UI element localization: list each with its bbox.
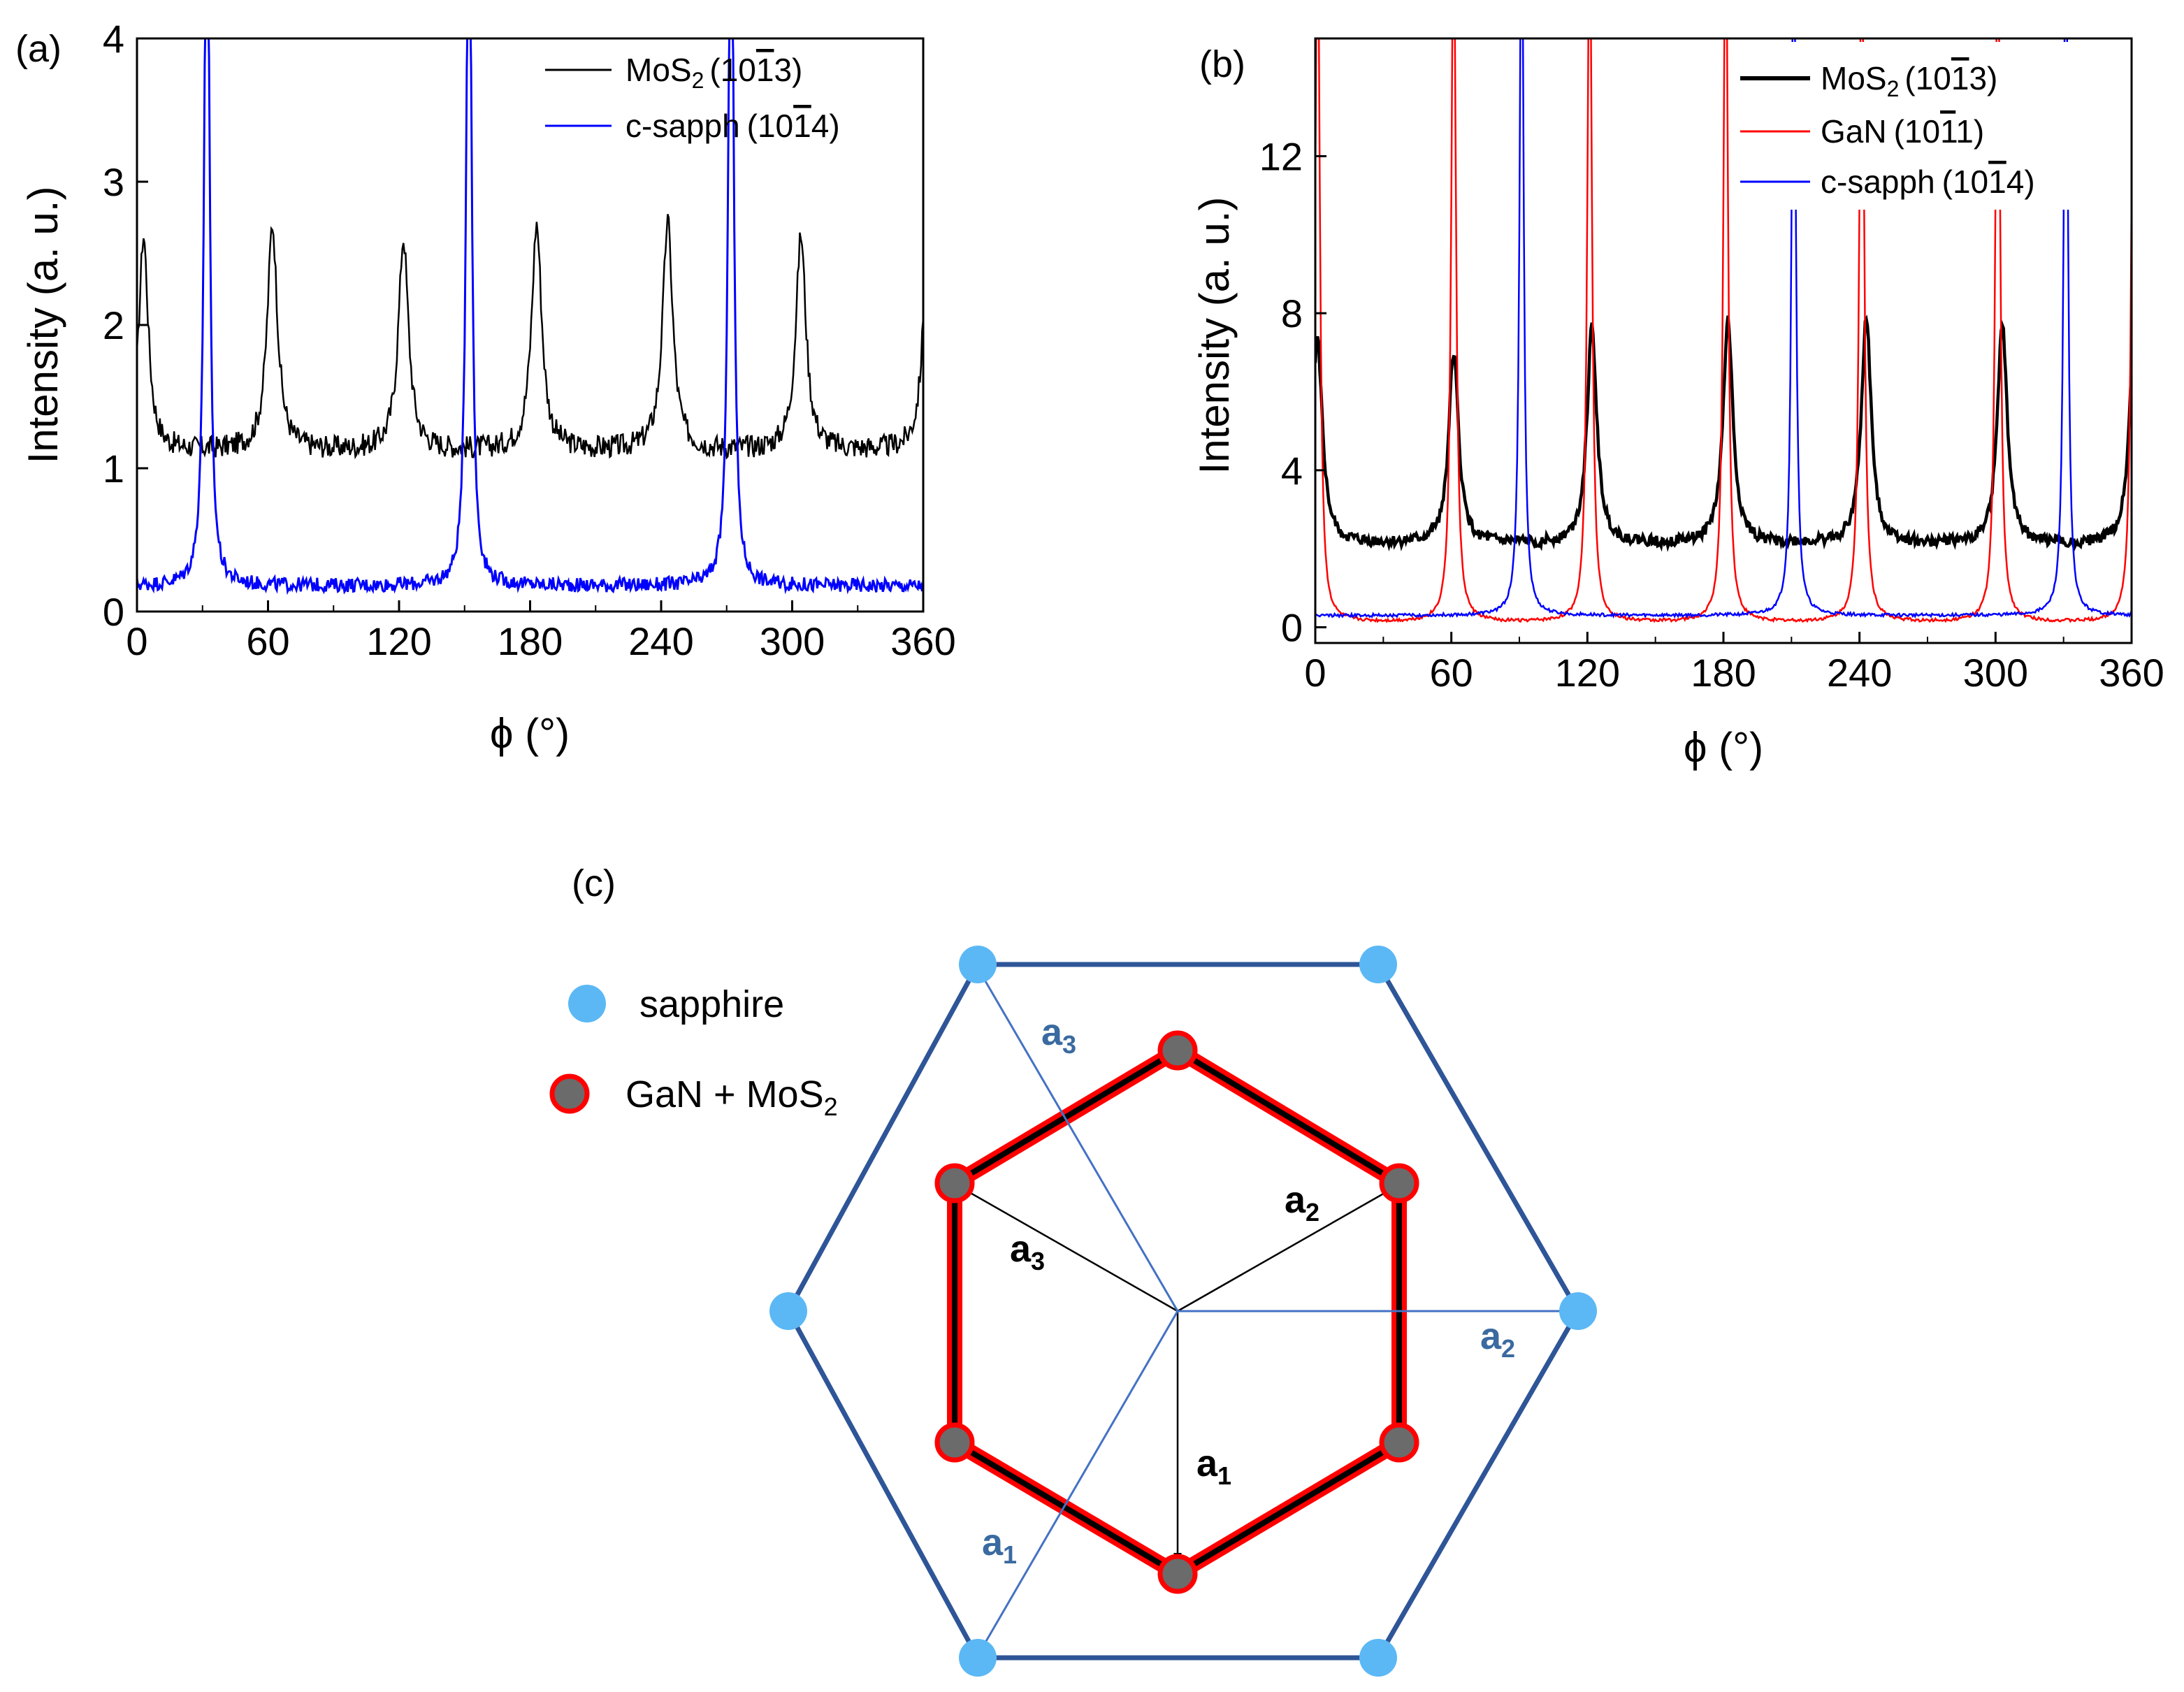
- x-tick-label: 240: [1827, 651, 1892, 695]
- ticks-b: 0 60 120 180 240 300 360 0 4 8 12: [1259, 135, 2164, 695]
- sapphire-dot: [1359, 1639, 1397, 1677]
- x-tick-label: 180: [498, 619, 563, 663]
- sapphire-dot: [959, 1639, 997, 1677]
- x-tick-label: 60: [1430, 651, 1473, 695]
- sapphire-dot: [959, 946, 997, 983]
- x-tick-label: 120: [1555, 651, 1620, 695]
- label-a1-sapphire: a1: [982, 1521, 1017, 1569]
- label-a3-inner: a3: [1010, 1228, 1045, 1275]
- series-group-a: [137, 38, 923, 595]
- legend-entry-b-mos2: MoS2 (1013): [1821, 60, 1997, 101]
- y-tick-label: 12: [1259, 135, 1303, 179]
- gan-mos2-dot: [1379, 1163, 1419, 1203]
- sapphire-dot: [769, 1292, 807, 1330]
- x-tick-label: 180: [1691, 651, 1756, 695]
- y-tick-label: 0: [1281, 606, 1303, 650]
- x-axis-label-b: ϕ (°): [1684, 724, 1763, 771]
- gan-mos2-dot: [1157, 1030, 1198, 1071]
- sapphire-dot: [1559, 1292, 1597, 1330]
- series-line-mos2: [137, 214, 923, 460]
- chart-panel-a: (a) 0 60 120 180 240 300 360 0 1 2 3 4 ϕ (°) Intens…: [15, 17, 956, 757]
- vector-a3-inner: [963, 1188, 1178, 1313]
- legend-gan-mos2-label: GaN + MoS2: [625, 1073, 838, 1121]
- legend-entry-b-sapph: c-sapph (1014): [1821, 164, 2035, 200]
- panel-label-c: (c): [572, 862, 616, 904]
- gan-mos2-dot: [1379, 1422, 1419, 1463]
- y-tick-label: 2: [103, 303, 124, 347]
- x-axis-label-a: ϕ (°): [490, 710, 570, 757]
- y-tick-label: 4: [103, 17, 124, 61]
- x-tick-label: 60: [246, 619, 289, 663]
- gan-mos2-dot: [934, 1422, 975, 1463]
- panel-label-b: (b): [1199, 43, 1245, 85]
- sapphire-dot: [1359, 946, 1397, 983]
- gan-mos2-dot: [934, 1163, 975, 1203]
- series-line-c-sapph: [137, 38, 923, 595]
- ticks-a: 0 60 120 180 240 300 360 0 1 2 3 4: [103, 17, 956, 663]
- lattice-diagram-c: (c) sapphire GaN + MoS2: [549, 862, 1597, 1677]
- gan-mos2-dot: [1157, 1554, 1198, 1594]
- chart-panel-b: (b) 0 60 120 180 240 300 360 0 4 8 12 ϕ (°) Intens…: [1191, 37, 2164, 771]
- legend-gan-mos2-dot: [549, 1073, 590, 1114]
- vector-a1-sapphire: [979, 1310, 1179, 1652]
- x-tick-label: 360: [890, 619, 955, 663]
- series-line-c-sapph: [1315, 38, 2132, 619]
- y-tick-label: 3: [103, 160, 124, 204]
- gan-mos2-dots: [934, 1030, 1419, 1594]
- y-tick-label: 4: [1281, 449, 1303, 493]
- legend-b: MoS2 (1013) GaN (1011) c-sapph (1014): [1730, 42, 2128, 210]
- legend-sapphire-label: sapphire: [639, 983, 784, 1025]
- y-axis-label-a: Intensity (a. u.): [20, 187, 66, 464]
- y-tick-label: 1: [103, 447, 124, 491]
- legend-a: MoS2 (1013) c-sapph (1014): [545, 52, 840, 144]
- series-line-mos2: [1315, 314, 2132, 552]
- label-a2-sapphire: a2: [1480, 1315, 1515, 1363]
- panel-label-a: (a): [15, 28, 62, 70]
- x-tick-label: 0: [126, 619, 147, 663]
- sapphire-dots: [769, 946, 1597, 1677]
- y-tick-label: 0: [103, 590, 124, 634]
- label-a3-sapphire: a3: [1041, 1011, 1076, 1059]
- vector-a3-sapphire: [979, 971, 1179, 1312]
- x-tick-label: 300: [1963, 651, 2028, 695]
- legend-entry-a-sapph: c-sapph (1014): [625, 108, 840, 144]
- x-tick-label: 0: [1304, 651, 1326, 695]
- x-tick-label: 240: [628, 619, 693, 663]
- legend-sapphire-dot: [568, 985, 606, 1022]
- x-tick-label: 360: [2099, 651, 2164, 695]
- legend-entry-a-mos2: MoS2 (1013): [625, 52, 802, 93]
- vector-a2-inner: [1177, 1188, 1392, 1313]
- label-a2-inner: a2: [1285, 1179, 1319, 1227]
- y-axis-label-b: Intensity (a. u.): [1191, 197, 1238, 475]
- x-tick-label: 300: [760, 619, 825, 663]
- y-tick-label: 8: [1281, 291, 1303, 335]
- legend-entry-b-gan: GaN (1011): [1821, 113, 1984, 150]
- x-tick-label: 120: [366, 619, 431, 663]
- label-a1-inner: a1: [1196, 1442, 1231, 1490]
